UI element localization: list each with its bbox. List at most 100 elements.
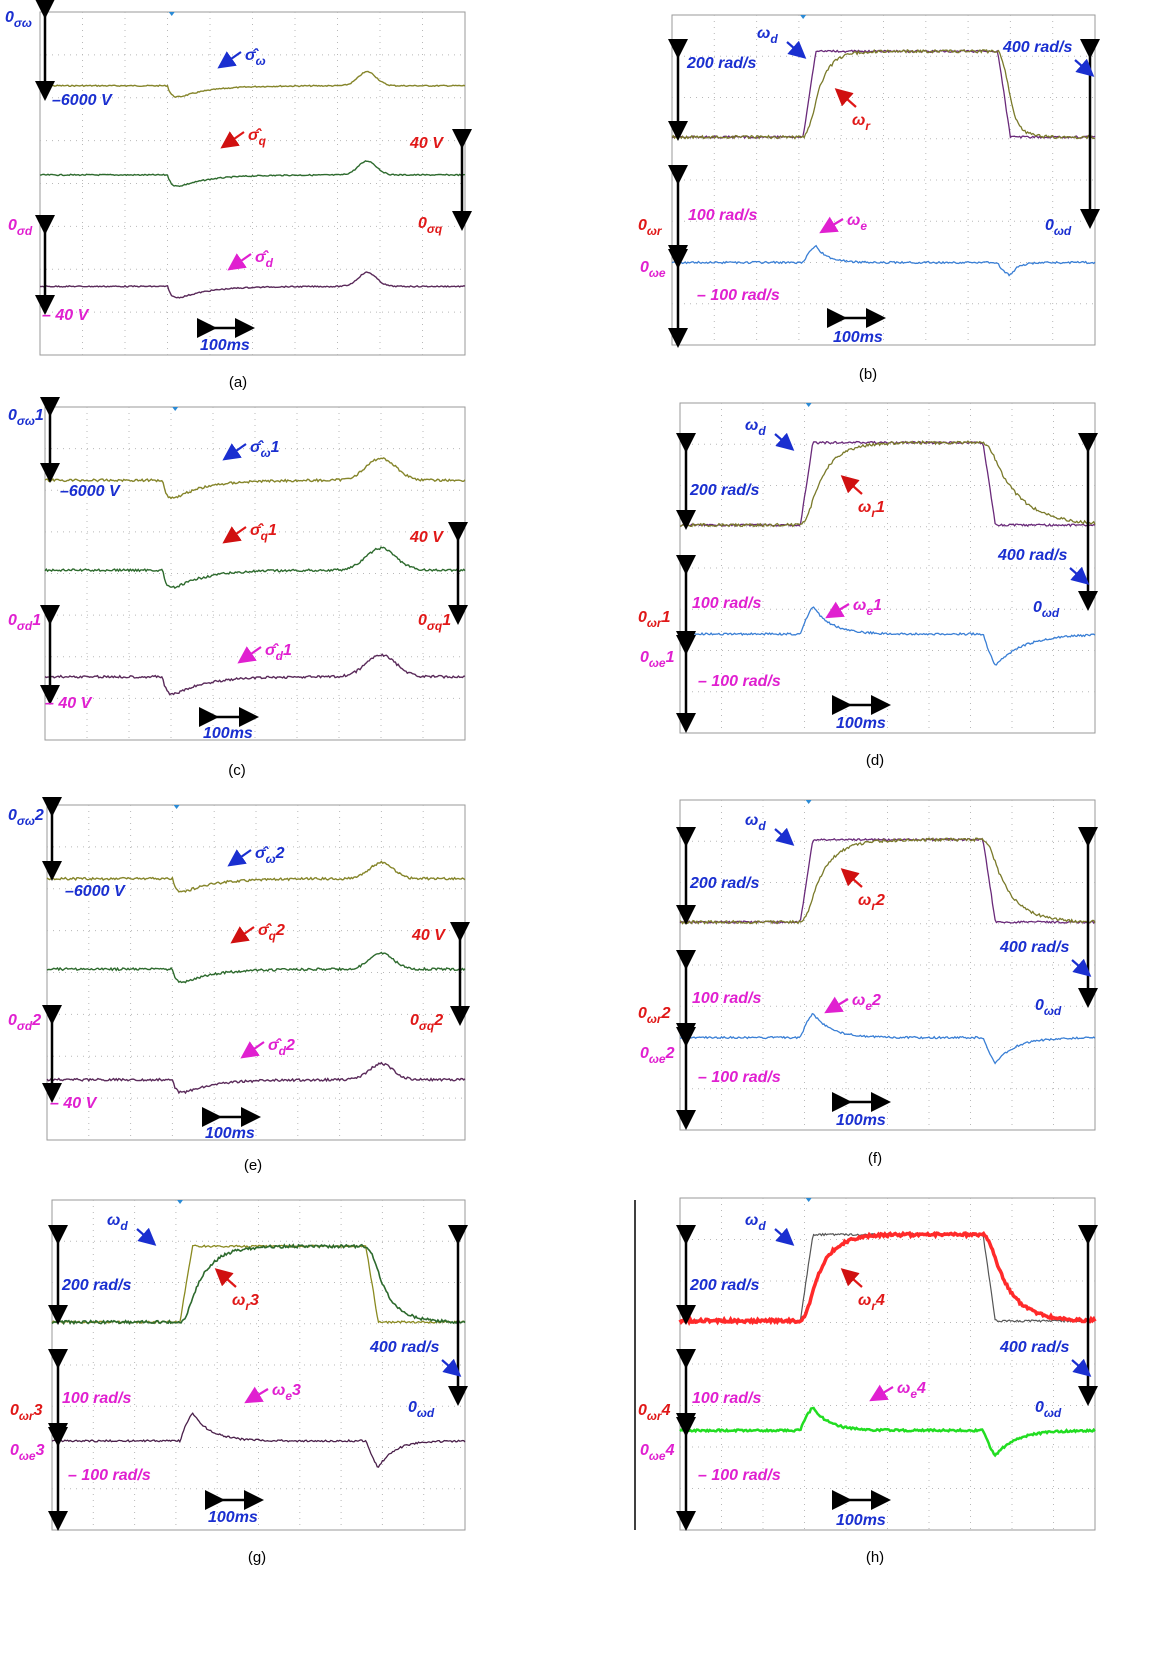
label-text: 200 rad/s xyxy=(689,875,759,892)
label-subscript: ωd xyxy=(1044,1004,1062,1018)
label-text: 100 rad/s xyxy=(692,1390,761,1407)
label-subscript: q xyxy=(259,134,267,148)
label-suffix: 1 xyxy=(32,612,41,629)
label-suffix: 1 xyxy=(271,439,280,456)
label-text: ω xyxy=(745,1212,758,1229)
label: 100ms xyxy=(836,1112,886,1129)
label-subscript: ωd xyxy=(1042,606,1060,620)
label-suffix: 2 xyxy=(433,1012,443,1029)
label: 0ωe2 xyxy=(640,1045,675,1066)
caption: (a) xyxy=(229,374,247,391)
label-subscript: ωr xyxy=(19,1409,35,1423)
label-text: 40 V xyxy=(409,529,444,546)
label: – 100 rad/s xyxy=(698,673,781,690)
label: 0ωe3 xyxy=(10,1442,45,1463)
label: 100ms xyxy=(836,715,886,732)
label-text: 0 xyxy=(410,1012,419,1029)
label-text: 200 rad/s xyxy=(689,1277,759,1294)
label: 100 rad/s xyxy=(692,990,761,1007)
label-suffix: 3 xyxy=(292,1382,301,1399)
label-subscript: σω xyxy=(17,414,35,428)
label-text: 0 xyxy=(1035,997,1044,1014)
label-text: 0 xyxy=(5,9,14,26)
label-suffix: 2 xyxy=(34,807,44,824)
label: 200 rad/s xyxy=(689,875,759,892)
label: 100ms xyxy=(205,1125,255,1142)
label: 0ωe4 xyxy=(640,1442,675,1463)
label-suffix: 4 xyxy=(665,1442,675,1459)
label-suffix: 3 xyxy=(34,1402,43,1419)
label: 200 rad/s xyxy=(689,1277,759,1294)
label-text: 100 rad/s xyxy=(688,207,757,224)
label-subscript: ωe xyxy=(649,1052,666,1066)
label-text: ω xyxy=(232,1292,245,1309)
label-suffix: 1 xyxy=(876,499,885,516)
label-text: 0 xyxy=(638,1402,647,1419)
label-text: 0 xyxy=(8,1012,17,1029)
label-text: 100ms xyxy=(833,329,883,346)
label: 100 rad/s xyxy=(62,1390,131,1407)
label-text: 0 xyxy=(10,1442,19,1459)
label-suffix: 3 xyxy=(36,1442,45,1459)
label-subscript: ωe xyxy=(19,1449,36,1463)
label-suffix: 1 xyxy=(873,597,882,614)
label: 100ms xyxy=(836,1512,886,1529)
label-suffix: 2 xyxy=(875,892,885,909)
label-subscript: ωe xyxy=(649,1449,666,1463)
label-subscript: σω xyxy=(17,814,35,828)
label-text: ω xyxy=(897,1380,910,1397)
label: – 100 rad/s xyxy=(698,1467,781,1484)
label-text: 0 xyxy=(638,1005,647,1022)
label-text: 0 xyxy=(408,1399,417,1416)
label-subscript: ω xyxy=(256,54,266,68)
label-text: 0 xyxy=(1035,1399,1044,1416)
label-text: 0 xyxy=(640,1045,649,1062)
label: 100ms xyxy=(208,1509,258,1526)
label: –6000 V xyxy=(60,483,121,500)
label: 0σω2 xyxy=(8,807,44,828)
label-subscript: d xyxy=(120,1219,128,1233)
label-text: 0 xyxy=(10,1402,19,1419)
label: 400 rad/s xyxy=(369,1339,439,1356)
figure: (a)0σωσ̂ω–6000 Vσ̂q40 V0σq0σdσ̂d– 40 V10… xyxy=(0,0,1167,1671)
label: – 40 V xyxy=(45,695,93,712)
label-text: 100ms xyxy=(836,1512,886,1529)
label-subscript: σω xyxy=(14,16,32,30)
label-text: 400 rad/s xyxy=(999,1339,1069,1356)
label-subscript: ωd xyxy=(417,1406,435,1420)
label-subscript: ωe xyxy=(649,266,666,280)
label-subscript: e xyxy=(860,219,867,233)
label: – 40 V xyxy=(42,307,90,324)
label-text: ω xyxy=(272,1382,285,1399)
label-text: ω xyxy=(107,1212,120,1229)
label-text: – 100 rad/s xyxy=(698,673,781,690)
label-text: ω xyxy=(858,892,871,909)
label: – 40 V xyxy=(50,1095,98,1112)
label-suffix: 2 xyxy=(665,1045,675,1062)
label: 0ωr2 xyxy=(638,1005,671,1026)
label-suffix: 2 xyxy=(275,922,285,939)
label-text: – 100 rad/s xyxy=(68,1467,151,1484)
label-suffix: 1 xyxy=(268,522,277,539)
label: 40 V xyxy=(409,135,444,152)
label-text: –6000 V xyxy=(65,883,126,900)
label-text: ω xyxy=(757,25,770,42)
label-subscript: ωd xyxy=(1054,224,1072,238)
label-subscript: ω xyxy=(266,852,276,866)
label: 0ωr3 xyxy=(10,1402,43,1423)
label-text: 100ms xyxy=(208,1509,258,1526)
label-subscript: ωr xyxy=(647,616,663,630)
label: 100 rad/s xyxy=(692,1390,761,1407)
label-suffix: 2 xyxy=(285,1037,295,1054)
label-text: ω xyxy=(852,992,865,1009)
label-text: 0 xyxy=(8,807,17,824)
label-text: 400 rad/s xyxy=(999,939,1069,956)
label-subscript: σd xyxy=(17,224,33,238)
label: – 100 rad/s xyxy=(68,1467,151,1484)
label-text: –6000 V xyxy=(52,92,113,109)
label-subscript: σd xyxy=(17,619,33,633)
label-text: 100 rad/s xyxy=(692,595,761,612)
label-text: 100ms xyxy=(205,1125,255,1142)
label: 0σd xyxy=(8,217,33,238)
label: 200 rad/s xyxy=(61,1277,131,1294)
